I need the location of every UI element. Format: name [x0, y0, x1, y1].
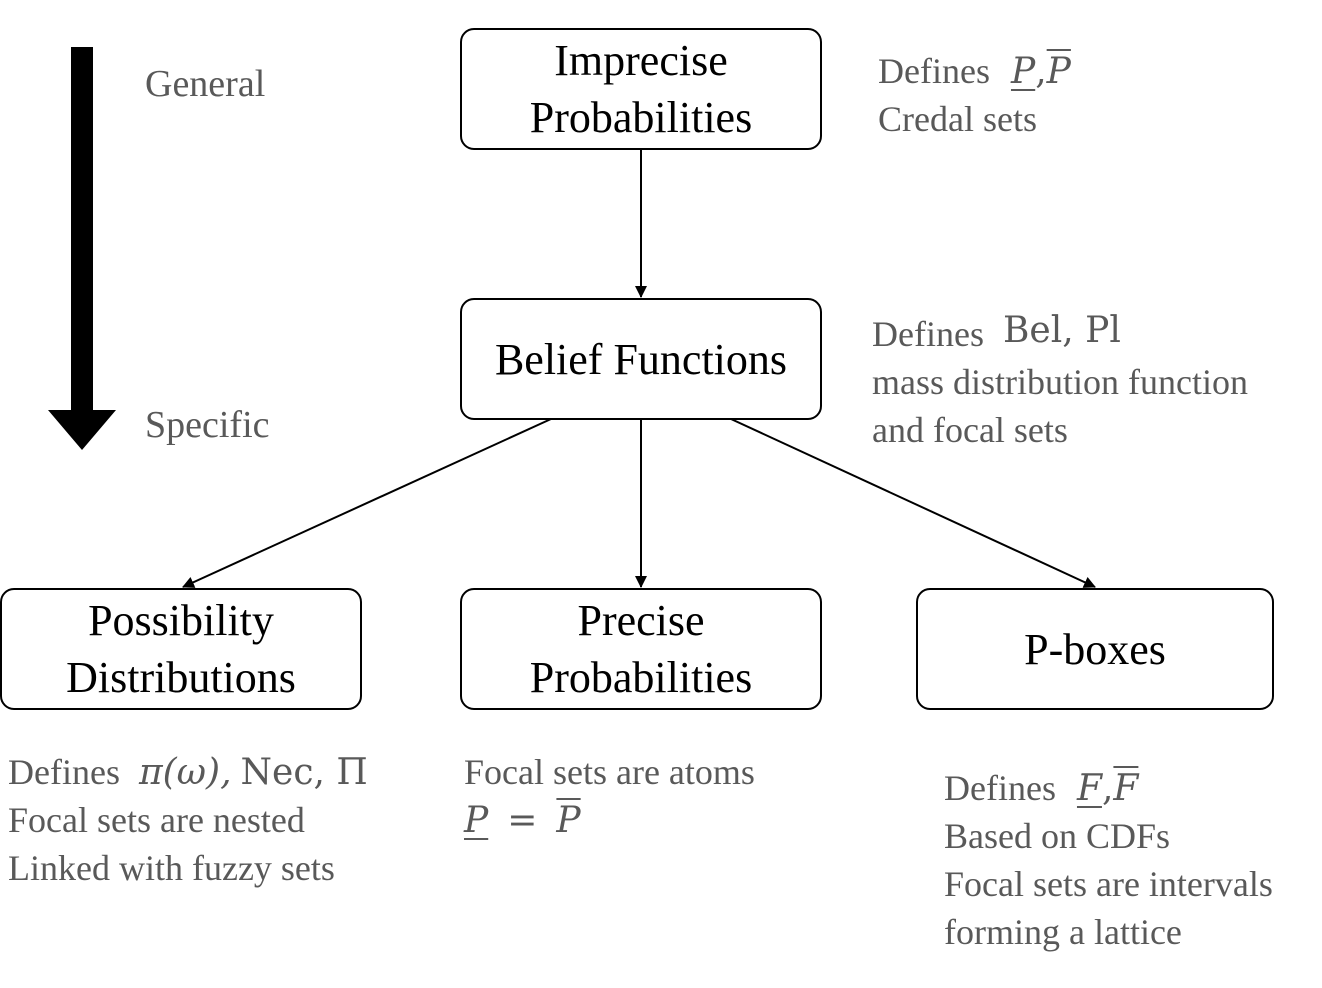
node-precise-probabilities: Precise Probabilities	[460, 588, 822, 710]
upper-probability-symbol: P	[556, 800, 581, 841]
note-line: Focal sets are atoms	[464, 752, 755, 792]
note-line: Credal sets	[878, 99, 1037, 139]
node-label-line: P-boxes	[1024, 624, 1166, 674]
possibility-function-math: π(ω),	[138, 752, 232, 793]
bel-pl-math: Bel, Pl	[1002, 310, 1121, 351]
lower-probability-symbol: P	[1010, 51, 1036, 92]
math-comma: ,	[1035, 51, 1047, 92]
note-line: Defines Bel, Pl	[872, 310, 1248, 358]
node-label-line: Probabilities	[529, 93, 753, 142]
note-line: Based on CDFs	[944, 816, 1171, 856]
defines-label: Defines	[8, 752, 120, 792]
scale-label-general: General	[145, 63, 266, 105]
upper-probability-symbol: P	[1046, 51, 1071, 92]
nec-pi-math: Nec, Π	[240, 752, 368, 793]
edge-belief-to-pboxes	[730, 418, 1096, 588]
lower-probability-symbol: P	[464, 800, 489, 841]
note-line: Defines π(ω), Nec, Π	[8, 748, 368, 796]
node-possibility-distributions: Possibility Distributions	[0, 588, 362, 710]
node-label-line: Precise	[577, 596, 705, 645]
note-line: forming a lattice	[944, 912, 1182, 952]
node-label-line: Distributions	[66, 653, 296, 702]
upper-cdf-symbol: F	[1113, 768, 1139, 809]
note-line: Defines F,F	[944, 764, 1273, 812]
equals-sign: =	[507, 800, 538, 841]
math-comma: ,	[1101, 768, 1114, 809]
defines-label: Defines	[944, 768, 1056, 808]
note-line: mass distribution function	[872, 362, 1248, 402]
node-label-line: Imprecise	[554, 36, 728, 85]
note-line: Focal sets are intervals	[944, 864, 1273, 904]
note-line: P = P	[464, 796, 755, 844]
node-label-line: Possibility	[88, 596, 274, 645]
node-p-boxes: P-boxes	[916, 588, 1274, 710]
node-label-line: Probabilities	[529, 653, 753, 702]
note-line: and focal sets	[872, 410, 1068, 450]
note-imprecise-probabilities: Defines P,P Credal sets	[878, 47, 1071, 143]
node-belief-functions: Belief Functions	[460, 298, 822, 420]
node-imprecise-probabilities: Imprecise Probabilities	[460, 28, 822, 150]
scale-label-specific: Specific	[145, 404, 270, 446]
edge-belief-to-possibility	[182, 418, 552, 588]
defines-label: Defines	[878, 51, 990, 91]
note-p-boxes: Defines F,F Based on CDFs Focal sets are…	[944, 764, 1273, 956]
note-line: Defines P,P	[878, 47, 1071, 95]
lower-cdf-symbol: F	[1076, 768, 1102, 809]
note-precise-probabilities: Focal sets are atoms P = P	[464, 748, 755, 844]
note-line: Focal sets are nested	[8, 800, 305, 840]
note-line: Linked with fuzzy sets	[8, 848, 335, 888]
note-belief-functions: Defines Bel, Pl mass distribution functi…	[872, 310, 1248, 454]
node-label-line: Belief Functions	[494, 334, 788, 384]
generality-scale-arrow	[48, 47, 116, 450]
defines-label: Defines	[872, 314, 984, 354]
note-possibility-distributions: Defines π(ω), Nec, Π Focal sets are nest…	[8, 748, 368, 892]
